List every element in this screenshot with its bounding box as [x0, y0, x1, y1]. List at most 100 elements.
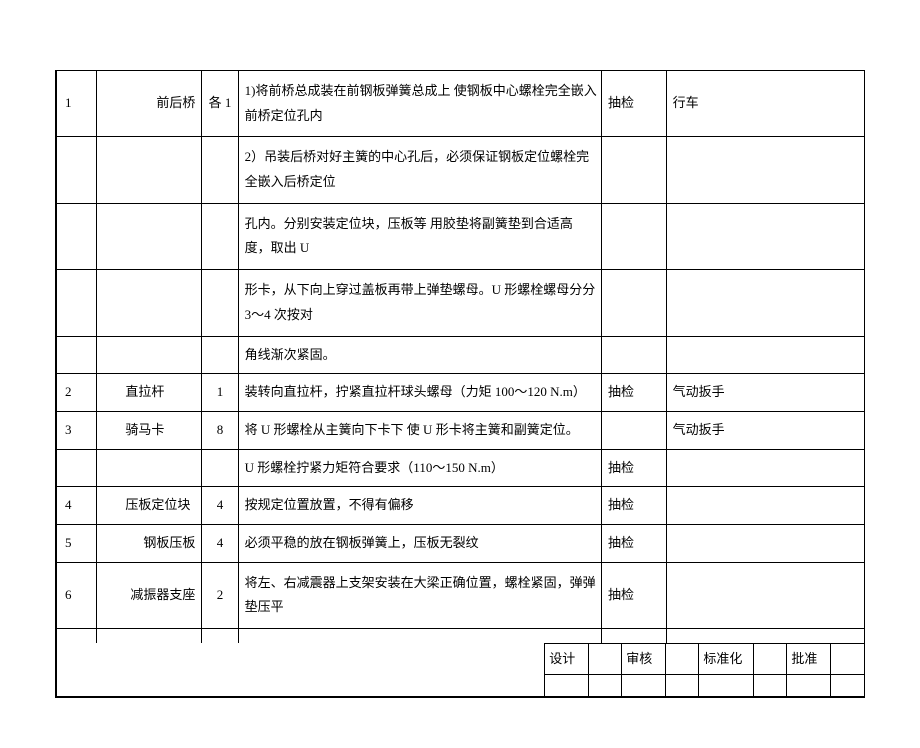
footer-approve-blank: [831, 643, 864, 675]
cell-num: [57, 203, 97, 269]
spacer-row: [57, 629, 865, 643]
cell-desc: 装转向直拉杆，拧紧直拉杆球头螺母（力矩 100～120 N.m）: [238, 374, 601, 412]
footer-review-blank: [666, 643, 699, 675]
main-table: 1前后桥各 11)将前桥总成装在前钢板弹簧总成上 使钢板中心螺栓完全嵌入前桥定位…: [56, 71, 864, 643]
footer-review-value: [622, 675, 666, 697]
cell-check: [602, 203, 667, 269]
cell-check: [602, 270, 667, 336]
cell-qty: 4: [202, 487, 238, 525]
spacer-cell: [202, 629, 238, 643]
cell-tool: [666, 524, 864, 562]
cell-name: 压板定位块: [97, 487, 202, 525]
document-container: 1前后桥各 11)将前桥总成装在前钢板弹簧总成上 使钢板中心螺栓完全嵌入前桥定位…: [55, 70, 865, 698]
cell-check: 抽检: [602, 487, 667, 525]
cell-name: [97, 203, 202, 269]
cell-num: [57, 137, 97, 203]
cell-name: 钢板压板: [97, 524, 202, 562]
footer-standardize-blank: [754, 643, 787, 675]
cell-num: 4: [57, 487, 97, 525]
table-row: U 形螺栓拧紧力矩符合要求（110～150 N.m）抽检: [57, 449, 865, 487]
cell-name: 直拉杆: [97, 374, 202, 412]
cell-desc: 将 U 形螺栓从主簧向下卡下 使 U 形卡将主簧和副簧定位。: [238, 411, 601, 449]
cell-qty: 1: [202, 374, 238, 412]
footer-approve-value2: [831, 675, 864, 697]
cell-check: 抽检: [602, 562, 667, 628]
cell-tool: [666, 487, 864, 525]
cell-name: [97, 270, 202, 336]
spacer-cell: [57, 629, 97, 643]
footer-review-label: 审核: [622, 643, 666, 675]
cell-name: [97, 336, 202, 374]
footer-design-label: 设计: [545, 643, 589, 675]
cell-tool: [666, 562, 864, 628]
footer-approve-label: 批准: [787, 643, 831, 675]
footer-standardize-label: 标准化: [699, 643, 754, 675]
footer-review-value2: [666, 675, 699, 697]
cell-check: 抽检: [602, 374, 667, 412]
footer-approve-value: [787, 675, 831, 697]
cell-qty: [202, 449, 238, 487]
cell-tool: 行车: [666, 71, 864, 137]
cell-name: [97, 449, 202, 487]
table-row: 5钢板压板4必须平稳的放在钢板弹簧上，压板无裂纹抽检: [57, 524, 865, 562]
cell-num: 5: [57, 524, 97, 562]
footer-row-labels: 设计 审核 标准化 批准: [57, 643, 865, 675]
cell-check: [602, 411, 667, 449]
table-row: 孔内。分别安装定位块，压板等 用胶垫将副簧垫到合适高度，取出 U: [57, 203, 865, 269]
footer-design-blank: [589, 643, 622, 675]
cell-num: 2: [57, 374, 97, 412]
table-row: 3骑马卡8将 U 形螺栓从主簧向下卡下 使 U 形卡将主簧和副簧定位。 气动扳手: [57, 411, 865, 449]
cell-qty: 各 1: [202, 71, 238, 137]
cell-desc: U 形螺栓拧紧力矩符合要求（110～150 N.m）: [238, 449, 601, 487]
cell-tool: [666, 270, 864, 336]
cell-num: [57, 270, 97, 336]
cell-num: 6: [57, 562, 97, 628]
cell-tool: 气动扳手: [666, 374, 864, 412]
table-row: 2）吊装后桥对好主簧的中心孔后，必须保证钢板定位螺栓完全嵌入后桥定位: [57, 137, 865, 203]
footer-left-span: [57, 643, 545, 697]
cell-qty: 8: [202, 411, 238, 449]
footer-design-value2: [589, 675, 622, 697]
cell-desc: 角线渐次紧固。: [238, 336, 601, 374]
cell-desc: 形卡，从下向上穿过盖板再带上弹垫螺母。U 形螺栓螺母分分 3～4 次按对: [238, 270, 601, 336]
cell-check: 抽检: [602, 524, 667, 562]
footer-standardize-value2: [754, 675, 787, 697]
table-row: 形卡，从下向上穿过盖板再带上弹垫螺母。U 形螺栓螺母分分 3～4 次按对: [57, 270, 865, 336]
cell-qty: 2: [202, 562, 238, 628]
footer-standardize-value: [699, 675, 754, 697]
table-row: 2直拉杆1装转向直拉杆，拧紧直拉杆球头螺母（力矩 100～120 N.m）抽检气…: [57, 374, 865, 412]
cell-name: [97, 137, 202, 203]
spacer-cell: [238, 629, 601, 643]
cell-tool: [666, 336, 864, 374]
cell-num: 1: [57, 71, 97, 137]
cell-tool: [666, 203, 864, 269]
table-row: 6减振器支座2将左、右减震器上支架安装在大梁正确位置，螺栓紧固，弹弹垫压平抽检: [57, 562, 865, 628]
cell-name: 减振器支座: [97, 562, 202, 628]
cell-desc: 将左、右减震器上支架安装在大梁正确位置，螺栓紧固，弹弹垫压平: [238, 562, 601, 628]
cell-tool: 气动扳手: [666, 411, 864, 449]
cell-desc: 必须平稳的放在钢板弹簧上，压板无裂纹: [238, 524, 601, 562]
cell-desc: 2）吊装后桥对好主簧的中心孔后，必须保证钢板定位螺栓完全嵌入后桥定位: [238, 137, 601, 203]
cell-desc: 1)将前桥总成装在前钢板弹簧总成上 使钢板中心螺栓完全嵌入前桥定位孔内: [238, 71, 601, 137]
cell-qty: [202, 336, 238, 374]
cell-qty: [202, 270, 238, 336]
cell-check: [602, 336, 667, 374]
cell-num: [57, 336, 97, 374]
cell-qty: [202, 137, 238, 203]
cell-tool: [666, 137, 864, 203]
cell-name: 骑马卡: [97, 411, 202, 449]
spacer-cell: [602, 629, 667, 643]
cell-num: 3: [57, 411, 97, 449]
cell-tool: [666, 449, 864, 487]
cell-qty: [202, 203, 238, 269]
footer-design-value: [545, 675, 589, 697]
cell-check: [602, 137, 667, 203]
cell-num: [57, 449, 97, 487]
cell-desc: 按规定位置放置，不得有偏移: [238, 487, 601, 525]
cell-desc: 孔内。分别安装定位块，压板等 用胶垫将副簧垫到合适高度，取出 U: [238, 203, 601, 269]
spacer-cell: [666, 629, 864, 643]
table-row: 1前后桥各 11)将前桥总成装在前钢板弹簧总成上 使钢板中心螺栓完全嵌入前桥定位…: [57, 71, 865, 137]
cell-check: 抽检: [602, 71, 667, 137]
cell-name: 前后桥: [97, 71, 202, 137]
spacer-cell: [97, 629, 202, 643]
